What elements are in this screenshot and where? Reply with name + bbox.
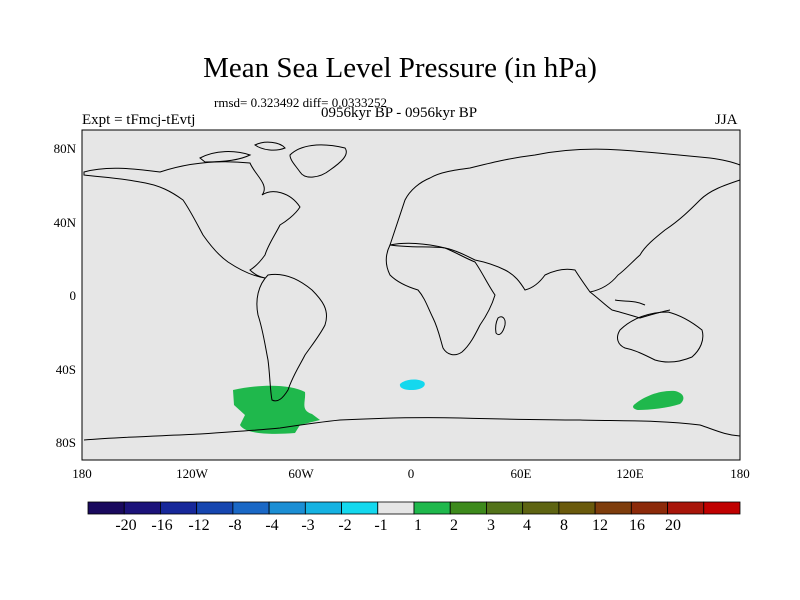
lon-label-60w: 60W — [288, 466, 314, 481]
colorbar-label: -16 — [151, 517, 173, 534]
season-label: JJA — [715, 112, 738, 128]
colorbar-label: -12 — [188, 517, 210, 534]
coast-europe-asia — [389, 148, 741, 293]
lat-label-40s: 40S — [55, 362, 76, 377]
colorbar-label: -2 — [338, 517, 352, 534]
colorbar-box — [123, 501, 161, 515]
colorbar-box — [377, 501, 415, 515]
colorbar-label: 20 — [665, 517, 681, 534]
coast-australia — [617, 311, 704, 363]
colorbar-box — [341, 501, 379, 515]
colorbar-label: -8 — [228, 517, 242, 534]
anomaly-south-america-positive — [233, 385, 320, 434]
anomaly-south-atlantic-negative — [399, 379, 425, 390]
coast-madagascar — [495, 316, 506, 336]
colorbar-box — [304, 501, 342, 515]
coast-southeast-asia — [589, 291, 671, 319]
lon-label-120e: 120E — [616, 466, 644, 481]
colorbar-label: -3 — [301, 517, 315, 534]
coastlines — [83, 141, 741, 441]
map-panel — [81, 129, 741, 461]
anomaly-regions — [233, 379, 684, 434]
coast-antarctica — [83, 417, 741, 441]
lat-label-80n: 80N — [53, 141, 76, 156]
colorbar-box — [196, 501, 234, 515]
coast-arctic-islands — [199, 141, 286, 163]
colorbar-box — [486, 501, 524, 515]
colorbar-box — [558, 501, 596, 515]
colorbar-box — [160, 501, 198, 515]
lat-label-40n: 40N — [53, 215, 76, 230]
colorbar-label: 3 — [487, 517, 495, 534]
colorbar-label: -20 — [115, 517, 137, 534]
colorbar-label: 16 — [629, 517, 645, 534]
experiment-label: Expt = tFmcj-tEvtj — [82, 112, 196, 128]
coast-north-america — [83, 161, 301, 279]
colorbar-box — [667, 501, 705, 515]
colorbar-label: 8 — [560, 517, 568, 534]
colorbar-label: 12 — [592, 517, 608, 534]
colorbar-label: 2 — [450, 517, 458, 534]
colorbar-box — [232, 501, 270, 515]
colorbar-box — [594, 501, 632, 515]
colorbar-label: 4 — [523, 517, 531, 534]
colorbar — [87, 501, 741, 515]
colorbar-box — [630, 501, 668, 515]
lon-label-0: 0 — [407, 466, 415, 481]
lon-label-180e: 180 — [730, 466, 750, 481]
chart-title: Mean Sea Level Pressure (in hPa) — [203, 52, 597, 84]
colorbar-label: 1 — [414, 517, 422, 534]
coast-south-america — [256, 273, 327, 402]
colorbar-box — [268, 501, 306, 515]
lat-label-80s: 80S — [55, 435, 76, 450]
colorbar-label: -1 — [374, 517, 388, 534]
coast-africa — [385, 242, 496, 356]
anomaly-australia-positive — [633, 390, 684, 410]
colorbar-box — [449, 501, 487, 515]
stats-text: rmsd= 0.323492 diff= 0.0333252 — [214, 95, 387, 110]
lon-label-180w: 180 — [72, 466, 92, 481]
coast-greenland — [289, 144, 347, 178]
colorbar-box — [703, 501, 741, 515]
lat-label-eq: 0 — [69, 288, 77, 303]
colorbar-box — [413, 501, 451, 515]
lon-label-60e: 60E — [510, 466, 532, 481]
colorbar-box — [522, 501, 560, 515]
lon-label-120w: 120W — [176, 466, 208, 481]
period-text: 0956kyr BP - 0956kyr BP — [321, 105, 478, 121]
colorbar-box — [87, 501, 125, 515]
colorbar-label: -4 — [265, 517, 279, 534]
